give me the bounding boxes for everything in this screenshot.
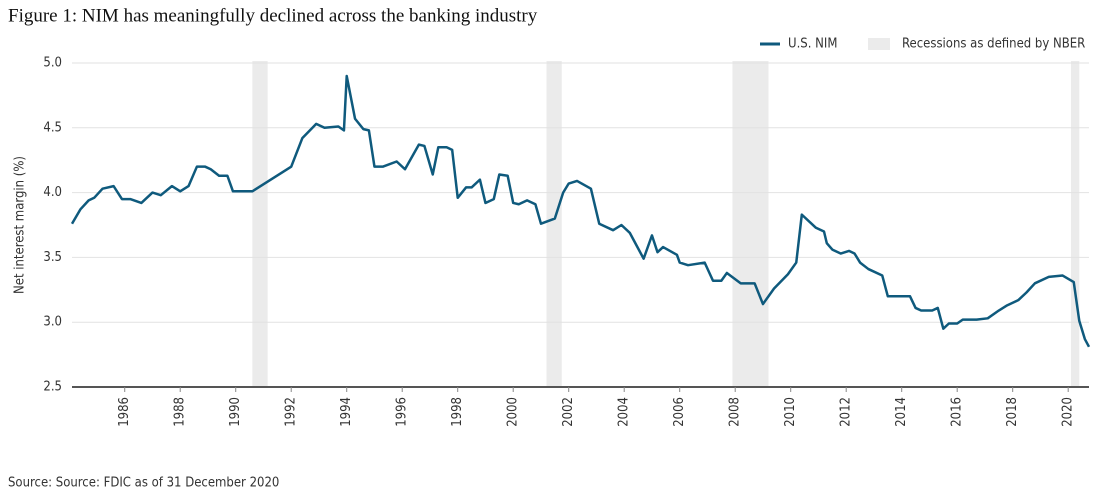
chart-title: Figure 1: NIM has meaningfully declined …: [8, 5, 538, 26]
legend-label: Recessions as defined by NBER: [902, 37, 1085, 52]
y-tick-label: 3.5: [43, 250, 62, 265]
x-tick-label: 2004: [617, 397, 632, 427]
x-tick-label: 1990: [228, 397, 243, 427]
x-tick-label: 2008: [728, 397, 743, 427]
x-tick-label: 2012: [839, 397, 854, 427]
y-tick-label: 5.0: [43, 56, 62, 71]
y-tick-label: 2.5: [43, 380, 62, 395]
y-axis-label: Net interest margin (%): [13, 156, 28, 294]
source-note: Source: Source: FDIC as of 31 December 2…: [8, 476, 279, 491]
x-tick-label: 2000: [506, 397, 521, 427]
recession-band: [252, 61, 268, 387]
x-tick-label: 1992: [284, 397, 299, 427]
x-tick-label: 2002: [561, 397, 576, 427]
x-tick-label: 2016: [950, 397, 965, 427]
x-tick-label: 1996: [395, 397, 410, 427]
x-tick-label: 1986: [117, 397, 132, 427]
recession-band: [1070, 61, 1080, 387]
x-tick-label: 2020: [1061, 397, 1076, 427]
x-tick-label: 2006: [672, 397, 687, 427]
x-tick-label: 1988: [173, 397, 188, 427]
x-tick-label: 2010: [783, 397, 798, 427]
y-tick-label: 4.5: [43, 120, 62, 135]
legend-label: U.S. NIM: [788, 37, 837, 52]
legend-swatch: [868, 38, 890, 50]
recession-band: [732, 61, 769, 387]
x-tick-label: 2014: [894, 397, 909, 427]
nim-line: [70, 74, 1091, 348]
x-tick-label: 1998: [450, 397, 465, 427]
y-tick-label: 4.0: [43, 185, 62, 200]
x-tick-label: 1994: [339, 397, 354, 427]
recession-band: [546, 61, 562, 387]
y-tick-label: 3.0: [43, 315, 62, 330]
x-tick-label: 2018: [1005, 397, 1020, 427]
